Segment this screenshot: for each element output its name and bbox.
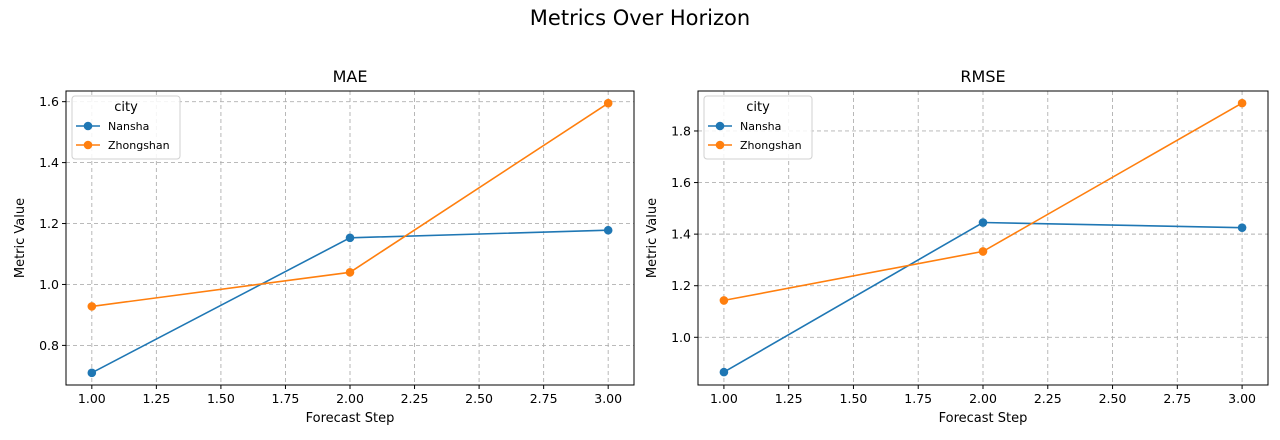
x-tick-label: 2.50 bbox=[465, 391, 493, 406]
x-tick-label: 1.25 bbox=[775, 391, 803, 406]
chart-panel-rmse: 1.00 1.25 1.50 1.75 2.00 2.25 2.50 2.75 3.00 1.0 1… bbox=[645, 67, 1269, 426]
legend-box bbox=[71, 95, 181, 160]
y-tick-label: 1.0 bbox=[671, 330, 691, 345]
x-tick-label: 2.25 bbox=[401, 391, 429, 406]
legend-label: Zhongshan bbox=[108, 139, 170, 152]
x-tick-label: 1.75 bbox=[904, 391, 932, 406]
data-point-zhongshan bbox=[1237, 98, 1247, 108]
plot-frame bbox=[65, 90, 635, 386]
legend-swatch-marker bbox=[83, 121, 93, 131]
x-tick-label: 1.00 bbox=[710, 391, 738, 406]
panels: 1.00 1.25 1.50 1.75 2.00 2.25 2.50 2.75 3.00 0.8 1… bbox=[13, 67, 1269, 426]
x-tick-label: 1.50 bbox=[840, 391, 868, 406]
x-tick-label: 3.00 bbox=[594, 391, 622, 406]
y-tick-label: 1.2 bbox=[671, 278, 691, 293]
x-tick-label: 2.75 bbox=[1163, 391, 1191, 406]
x-tick-label: 1.00 bbox=[78, 391, 106, 406]
x-tick-label: 2.00 bbox=[336, 391, 364, 406]
data-point-nansha bbox=[978, 218, 988, 227]
data-point-nansha bbox=[87, 368, 97, 378]
legend-label: Zhongshan bbox=[740, 139, 802, 152]
y-axis-label: Metric Value bbox=[13, 198, 28, 278]
y-tick-label: 1.8 bbox=[671, 123, 691, 138]
y-tick-label: 1.4 bbox=[671, 227, 691, 242]
y-tick-label: 1.0 bbox=[39, 277, 59, 292]
data-point-zhongshan bbox=[978, 247, 988, 256]
data-point-zhongshan bbox=[87, 302, 97, 311]
x-axis-label: Forecast Step bbox=[306, 411, 395, 426]
legend-box bbox=[703, 95, 813, 160]
x-tick-label: 2.50 bbox=[1099, 391, 1127, 406]
x-tick-label: 1.25 bbox=[142, 391, 170, 406]
data-point-zhongshan bbox=[345, 267, 355, 277]
data-point-nansha bbox=[1237, 223, 1247, 232]
x-tick-label: 3.00 bbox=[1228, 391, 1256, 406]
x-tick-label: 2.75 bbox=[530, 391, 558, 406]
legend: city Nansha Zhongshan bbox=[703, 95, 813, 160]
y-tick-label: 1.4 bbox=[39, 155, 59, 170]
x-tick-label: 2.25 bbox=[1034, 391, 1062, 406]
x-tick-label: 1.75 bbox=[272, 391, 300, 406]
data-point-nansha bbox=[345, 233, 355, 243]
legend-label: Nansha bbox=[740, 120, 781, 133]
legend-swatch-marker bbox=[715, 140, 725, 150]
legend-swatch-marker bbox=[715, 121, 725, 131]
chart-title: RMSE bbox=[960, 67, 1005, 86]
figure-title: Metrics Over Horizon bbox=[530, 6, 750, 30]
legend-title: city bbox=[746, 100, 770, 115]
x-tick-label: 1.50 bbox=[207, 391, 235, 406]
y-axis-label: Metric Value bbox=[645, 198, 660, 278]
data-point-zhongshan bbox=[603, 98, 613, 108]
legend-swatch-marker bbox=[83, 140, 93, 150]
legend: city Nansha Zhongshan bbox=[71, 95, 181, 160]
plot-frame bbox=[697, 90, 1269, 386]
y-tick-label: 0.8 bbox=[39, 338, 59, 353]
data-point-nansha bbox=[719, 367, 729, 377]
data-point-zhongshan bbox=[719, 296, 729, 305]
legend-title: city bbox=[114, 100, 138, 115]
chart-panel-mae: 1.00 1.25 1.50 1.75 2.00 2.25 2.50 2.75 3.00 0.8 1… bbox=[13, 67, 635, 426]
chart-title: MAE bbox=[333, 67, 368, 86]
y-tick-label: 1.6 bbox=[671, 175, 691, 190]
y-tick-label: 1.6 bbox=[39, 94, 59, 109]
x-tick-label: 2.00 bbox=[969, 391, 997, 406]
x-axis-label: Forecast Step bbox=[939, 411, 1028, 426]
data-point-nansha bbox=[603, 225, 613, 235]
legend-label: Nansha bbox=[108, 120, 149, 133]
y-tick-label: 1.2 bbox=[39, 216, 59, 231]
